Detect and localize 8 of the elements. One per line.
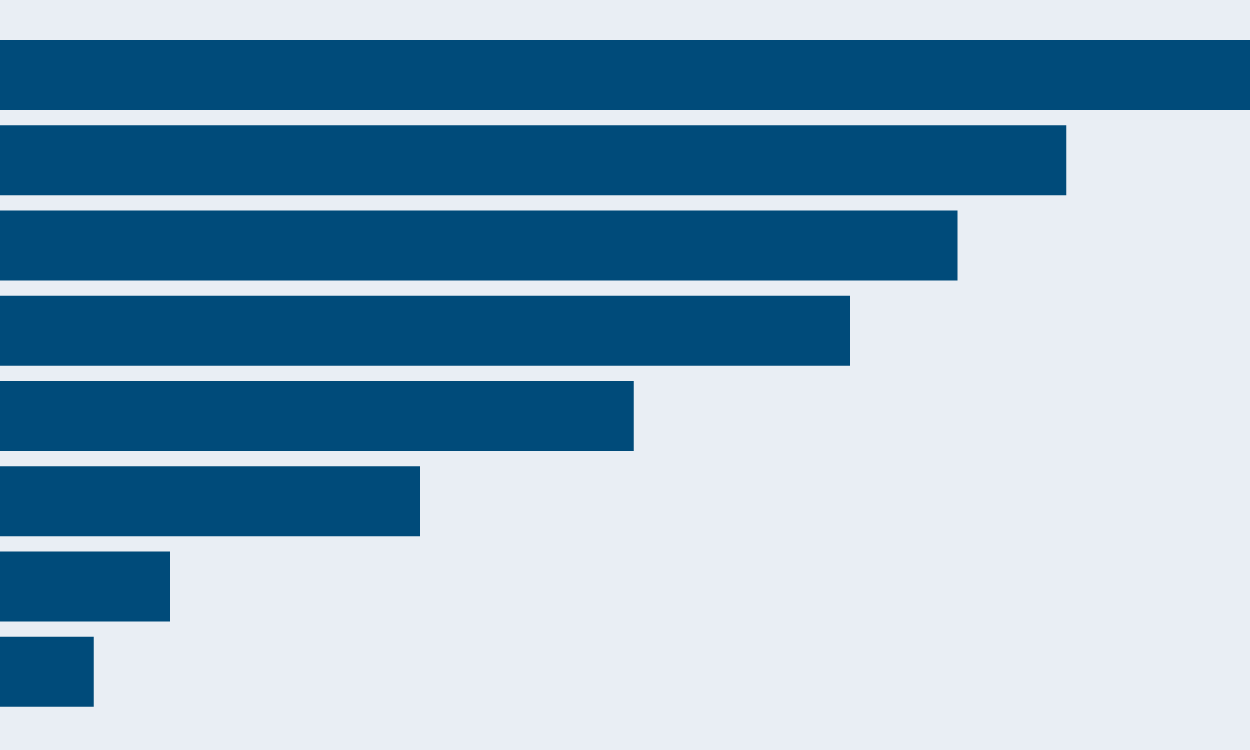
bar [0,210,958,281]
bar [0,466,420,537]
bar [0,381,634,451]
bar [0,551,170,622]
bar [0,40,1250,110]
bar [0,636,94,707]
bar [0,125,1067,196]
bar [0,295,850,366]
